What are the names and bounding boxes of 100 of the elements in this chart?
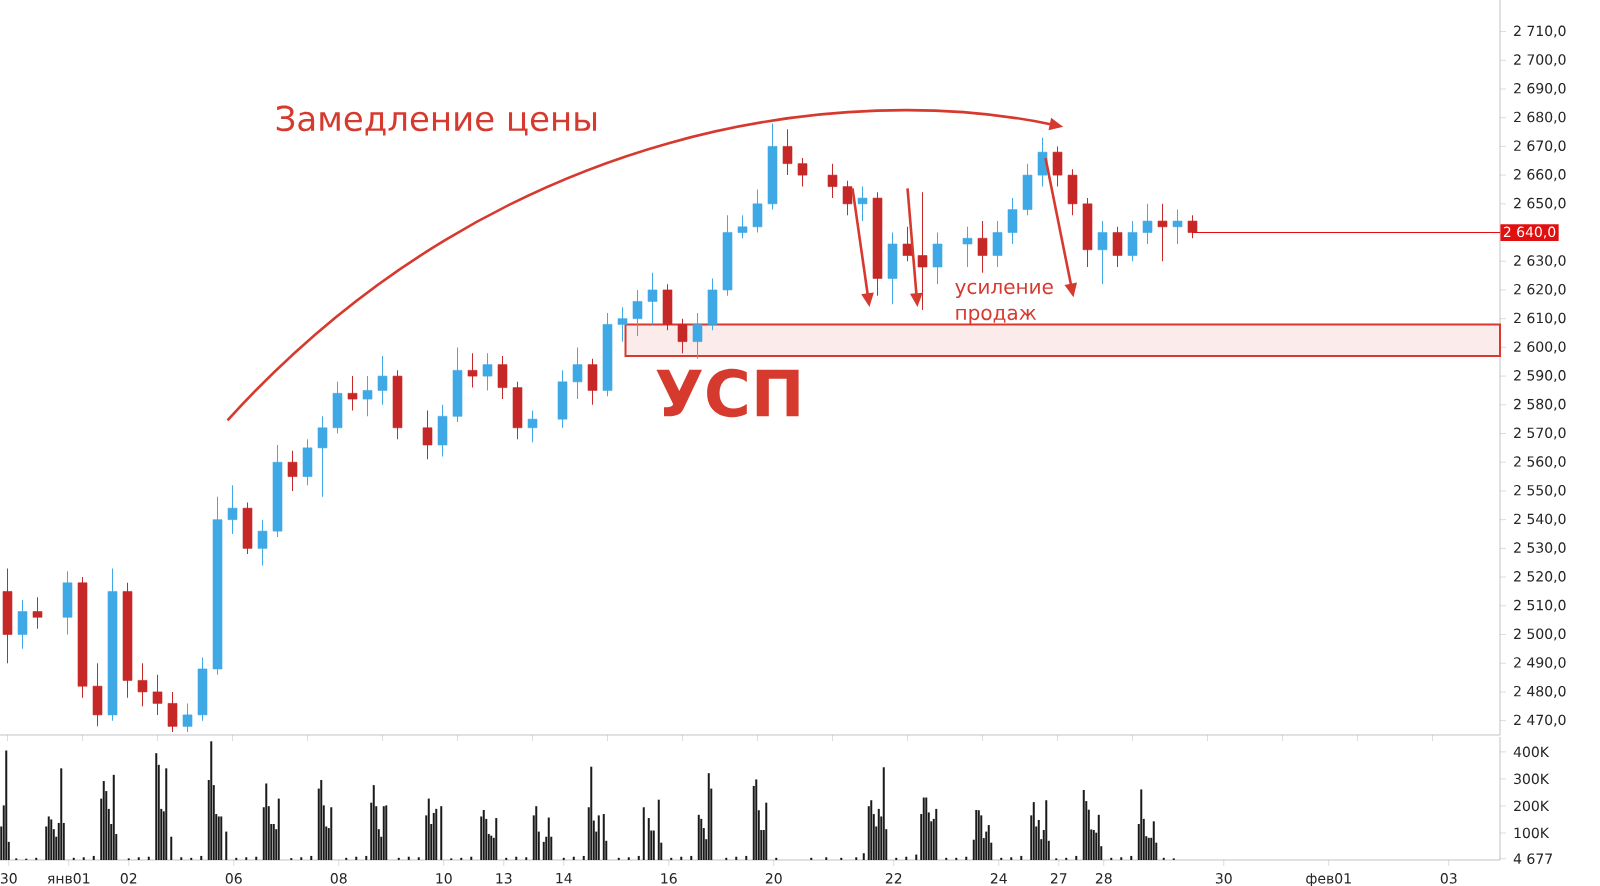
y-tick-label: 2 650,0 (1514, 197, 1566, 210)
bar (895, 857, 898, 860)
candlestick (857, 186, 868, 222)
candlestick (827, 163, 838, 199)
bar (542, 841, 545, 860)
candlestick (317, 415, 328, 498)
candlestick (1052, 145, 1063, 188)
candlestick (1187, 214, 1198, 239)
bar (755, 779, 758, 860)
y-tick-label: 100K (1514, 827, 1550, 839)
x-tick-label: янв01 (47, 873, 90, 884)
y-tick-label: 2 530,0 (1514, 542, 1566, 555)
x-tick-label: 10 (436, 873, 452, 884)
y-tick-label: 2 660,0 (1514, 169, 1566, 182)
y-tick-label: 2 520,0 (1514, 571, 1566, 584)
bar (745, 855, 748, 860)
bar (35, 857, 38, 860)
candlestick (377, 355, 388, 406)
y-tick-label: 2 470,0 (1514, 714, 1566, 727)
x-tick-label: 24 (990, 873, 1007, 884)
y-tick-label: 2 630,0 (1514, 255, 1566, 268)
x-tick-label: 30 (0, 873, 17, 884)
candlestick (692, 312, 703, 360)
bar (460, 857, 463, 860)
bar (697, 814, 700, 860)
bar (855, 857, 858, 860)
candlestick (347, 375, 358, 412)
candlestick (1142, 203, 1153, 245)
bar (627, 857, 630, 860)
bar (582, 855, 585, 860)
candlestick (1127, 220, 1138, 262)
bar (137, 857, 140, 860)
bar (165, 768, 168, 860)
y-tick-label: 2 690,0 (1514, 82, 1566, 95)
x-tick-label: 28 (1095, 873, 1112, 884)
ref-line-label: 2 640,0 (1503, 226, 1556, 239)
bar (765, 802, 768, 860)
bar (5, 750, 8, 860)
bar (1037, 819, 1040, 860)
candlestick (782, 128, 793, 176)
bar (1082, 789, 1085, 860)
bar (365, 855, 368, 860)
bar (60, 768, 63, 860)
x-tick-label: 14 (556, 873, 572, 884)
bar (690, 855, 693, 860)
bar (50, 819, 53, 860)
bar (265, 783, 268, 860)
y-tick-label: 2 700,0 (1514, 54, 1566, 67)
candlestick (1007, 197, 1018, 245)
candlestick (677, 318, 688, 354)
bar (810, 857, 813, 860)
bar (310, 855, 313, 860)
y-tick-label: 2 600,0 (1514, 341, 1566, 354)
bar (1075, 855, 1078, 860)
bar (470, 856, 473, 860)
annotation: Замедление цены (276, 105, 597, 136)
y-tick-label: 2 680,0 (1514, 111, 1566, 124)
x-tick-label: 22 (885, 873, 902, 884)
bar (1097, 814, 1100, 860)
x-tick-label: фев01 (1306, 873, 1351, 886)
y-tick-label: 2 510,0 (1514, 599, 1566, 612)
bar (330, 807, 333, 860)
candlestick (647, 272, 658, 325)
bar (235, 857, 238, 860)
x-tick-label: 08 (330, 873, 347, 884)
candlestick (227, 484, 238, 535)
x-tick-label: 27 (1050, 873, 1067, 884)
candlestick (167, 691, 178, 733)
bar (1110, 857, 1113, 860)
y-tick-label: 2 540,0 (1514, 513, 1566, 526)
candlestick (137, 662, 148, 707)
bar (200, 855, 203, 860)
bar (277, 798, 280, 860)
bar (440, 806, 443, 860)
bar (670, 857, 673, 860)
candlestick (1112, 226, 1123, 268)
bar (945, 857, 948, 860)
candlestick (1097, 220, 1108, 285)
bar (922, 797, 925, 860)
bar (1065, 857, 1068, 860)
bar (735, 856, 738, 860)
bar (572, 856, 575, 860)
bar (597, 815, 600, 860)
bar (155, 753, 158, 860)
candlestick (482, 352, 493, 391)
bar (700, 818, 703, 860)
bar (515, 856, 518, 860)
y-tick-label: 2 570,0 (1514, 427, 1566, 440)
bar (427, 798, 430, 860)
y-tick-label: 2 560,0 (1514, 456, 1566, 469)
candlestick (467, 352, 478, 389)
bar (965, 856, 968, 860)
x-tick-label: 30 (1215, 873, 1232, 884)
bar (602, 814, 605, 860)
y-tick-label: 2 610,0 (1514, 312, 1566, 325)
bar (870, 800, 873, 860)
bar (300, 857, 303, 860)
candlestick (1157, 203, 1168, 262)
candlestick (257, 519, 268, 567)
bar (355, 856, 358, 860)
